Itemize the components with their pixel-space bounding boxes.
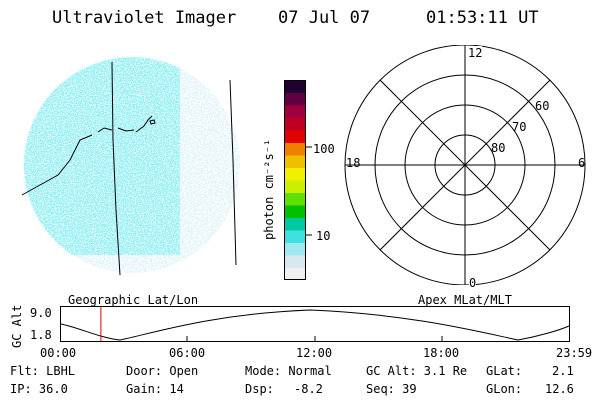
colorbar-swatch (284, 155, 306, 168)
colorbar-swatch (284, 255, 306, 268)
colorbar-swatch (284, 167, 306, 181)
timeline-tick-1800: 18:00 (423, 346, 460, 360)
polar-label-12: 12 (468, 46, 483, 60)
timeline-tick-2359: 23:59 (556, 346, 593, 360)
dsp-value: -8.2 (294, 382, 323, 396)
timeline-tick-0000: 00:00 (40, 346, 77, 360)
colorbar-swatch (284, 142, 306, 156)
dsp-label: Dsp: (245, 382, 274, 396)
colorbar-unit-label: photon cm⁻²s⁻¹ (262, 138, 276, 240)
glon-label: GLon: (486, 382, 523, 396)
colorbar-tick-marks (306, 146, 312, 236)
altitude-curve (60, 309, 570, 341)
colorbar-swatch (284, 180, 306, 193)
colorbar-swatch (284, 80, 306, 93)
colorbar-swatch (284, 217, 306, 231)
timeline-right-label: Apex MLat/MLT (418, 293, 512, 307)
glon-value: 12.6 (545, 382, 574, 396)
seq-readout: Seq: 39 (366, 382, 417, 396)
colorbar-tick-10: 10 (316, 229, 331, 243)
polar-label-0: 0 (469, 276, 477, 290)
colorbar-tick-100: 100 (313, 142, 335, 156)
gcalt-readout: GC Alt: 3.1 Re (366, 364, 468, 378)
door-readout: Door: Open (126, 364, 199, 378)
earth-disk (24, 57, 240, 273)
colorbar-swatch (284, 92, 306, 106)
timeline-ymin: 1.8 (30, 328, 52, 342)
colorbar-swatch (284, 105, 306, 118)
geographic-grid (21, 61, 237, 276)
altitude-timeline (60, 306, 570, 342)
mode-readout: Mode: Normal (245, 364, 332, 378)
colorbar-swatch (284, 267, 306, 280)
polar-ring-label-60: 60 (535, 99, 550, 113)
timeline-axis-label: GC Alt (10, 304, 24, 348)
timeline-ymax: 9.0 (30, 306, 52, 320)
colorbar-swatch (284, 242, 306, 256)
polar-ring-label-70: 70 (512, 120, 527, 134)
glat-label: GLat: (486, 364, 523, 378)
timeline-left-label: Geographic Lat/Lon (68, 293, 199, 307)
polar-label-18: 18 (346, 156, 361, 170)
timeline-tick-1200: 12:00 (296, 346, 333, 360)
time-readout: 01:53:11 UT (426, 8, 539, 28)
polar-ring-label-80: 80 (491, 141, 506, 155)
filter-readout: Flt: LBHL (10, 364, 76, 378)
polar-label-6: 6 (578, 156, 586, 170)
colorbar-swatch (284, 117, 306, 131)
colorbar (284, 80, 306, 280)
date-readout: 07 Jul 07 (278, 8, 371, 28)
ip-readout: IP: 36.0 (10, 382, 68, 396)
page-title: Ultraviolet Imager (52, 8, 237, 28)
gain-readout: Gain: 14 (126, 382, 184, 396)
colorbar-swatch (284, 192, 306, 206)
colorbar-swatch (284, 230, 306, 243)
timeline-tick-0600: 06:00 (169, 346, 206, 360)
glat-value: 2.1 (552, 364, 574, 378)
colorbar-swatch (284, 130, 306, 143)
colorbar-swatch (284, 205, 306, 218)
polar-plot (344, 45, 586, 285)
